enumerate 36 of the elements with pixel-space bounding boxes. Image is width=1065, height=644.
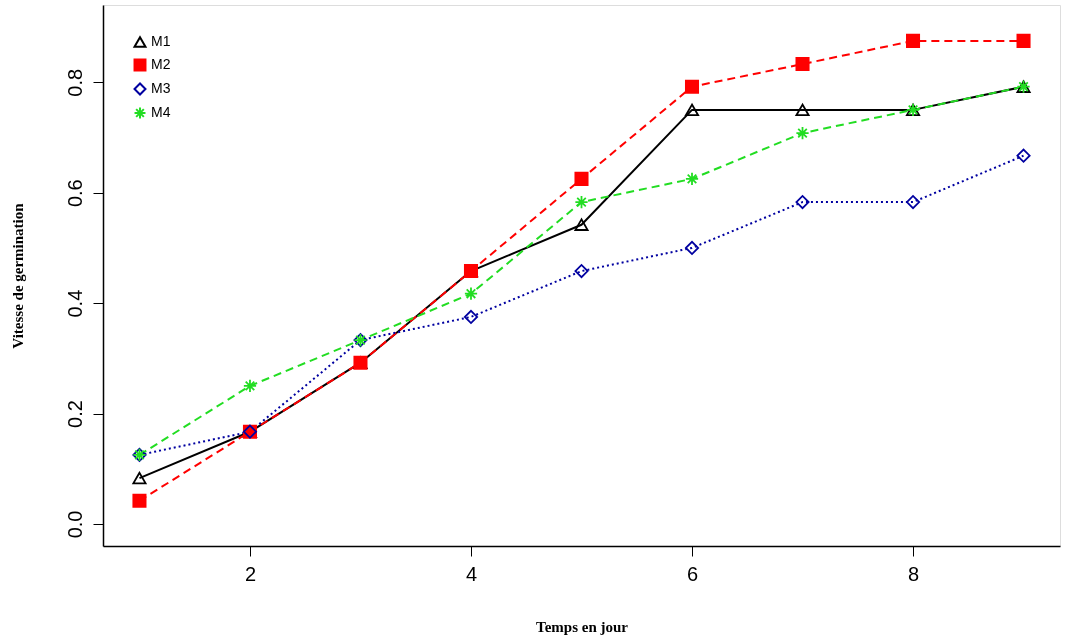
point — [132, 493, 147, 508]
x-tick-label: 4 — [465, 562, 478, 585]
x-axis-title: Temps en jour — [536, 618, 629, 635]
point — [795, 126, 810, 141]
y-tick-label: 0.0 — [63, 510, 86, 539]
point — [684, 103, 700, 117]
point — [574, 264, 589, 279]
point — [684, 240, 700, 255]
x-tick-label: 6 — [686, 562, 699, 585]
point — [795, 57, 810, 72]
point — [463, 286, 479, 301]
point — [574, 218, 589, 231]
point — [795, 195, 810, 210]
y-tick-label: 0.8 — [63, 68, 86, 97]
point — [906, 33, 921, 48]
x-tick-label: 2 — [244, 562, 257, 585]
point — [795, 103, 810, 117]
point — [906, 195, 921, 210]
y-axis-title: Vitesse de germination — [9, 202, 26, 349]
point — [684, 171, 700, 186]
y-tick-label: 0.4 — [63, 289, 86, 318]
point — [574, 195, 589, 210]
legend-label: M3 — [151, 80, 171, 96]
point — [463, 309, 479, 324]
legend-label: M2 — [151, 56, 171, 72]
y-tick-label: 0.6 — [63, 179, 86, 208]
point — [684, 79, 700, 94]
point — [1016, 148, 1031, 163]
legend-label: M4 — [151, 104, 171, 120]
y-tick-label: 0.2 — [63, 400, 86, 428]
point — [574, 171, 589, 186]
point — [242, 378, 257, 393]
point — [132, 471, 147, 485]
legend-label: M1 — [151, 33, 171, 49]
x-tick-label: 8 — [907, 562, 920, 585]
point — [1016, 33, 1031, 48]
